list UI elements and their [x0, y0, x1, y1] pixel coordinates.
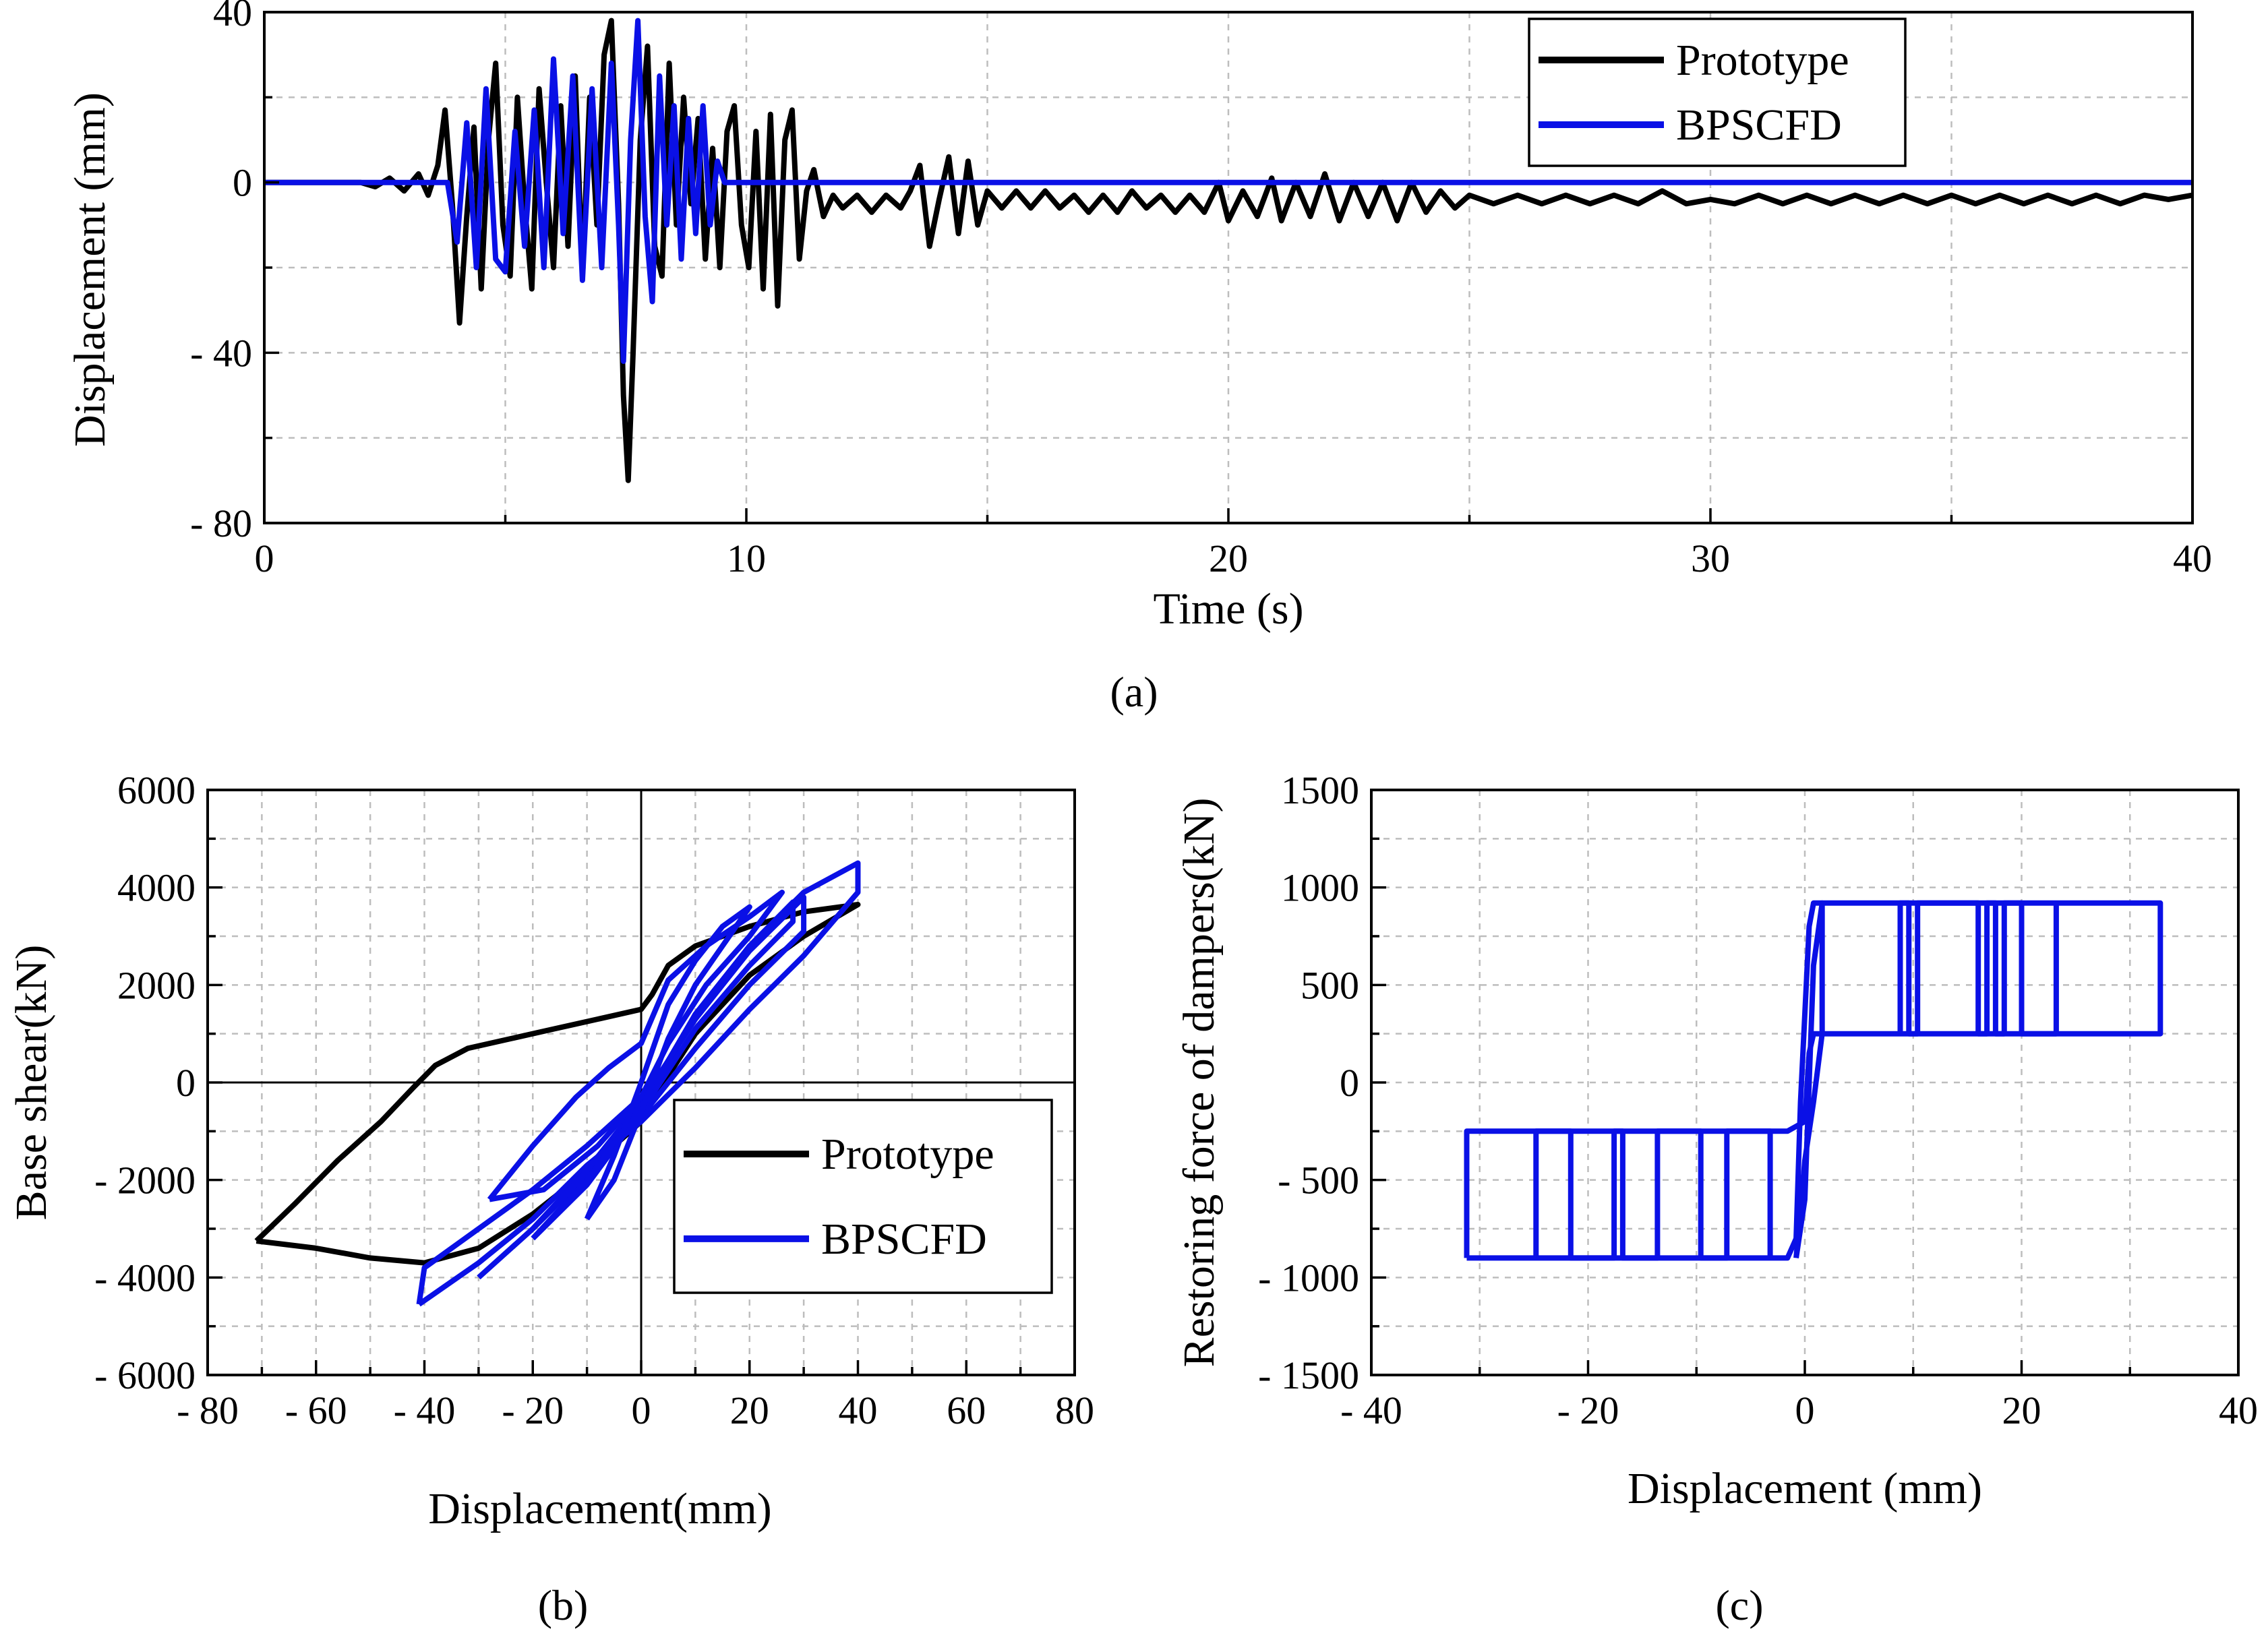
- x-tick-label: 40: [839, 1388, 878, 1432]
- y-tick-label: 1500: [1281, 768, 1359, 812]
- y-tick-label: 0: [1340, 1061, 1359, 1105]
- x-tick-label: - 40: [1340, 1388, 1402, 1432]
- panel-b-ticks: - 80 - 60 - 40 - 20 0 20 40 60 80 6000 4000 2000 0 - …: [94, 768, 1094, 1432]
- panel-a: 0 10 20 30 40 40 0 - 40 - 80 Displacement (mm) T…: [65, 0, 2212, 716]
- panel-c-ticks: - 40 - 20 0 20 40 1500 1000 500 0 - 500 - 1000 - 15…: [1258, 768, 2258, 1432]
- panel-c: - 40 - 20 0 20 40 1500 1000 500 0 - 500 - 1000 - 15…: [1174, 768, 2258, 1629]
- panel-b: - 80 - 60 - 40 - 20 0 20 40 60 80 6000 4000 2000 0 - …: [7, 768, 1094, 1629]
- panel-b-legend: Prototype BPSCFD: [673, 1099, 1053, 1294]
- panel-b-x-axis-label: Displacement(mm): [428, 1484, 772, 1533]
- y-tick-label: - 2000: [94, 1159, 196, 1202]
- series-line-bpscfd: [584, 904, 752, 1221]
- y-tick-label: 1000: [1281, 866, 1359, 910]
- x-tick-label: 20: [730, 1388, 769, 1432]
- series-line-bpscfd: [1533, 1128, 1773, 1261]
- x-tick-label: 20: [2002, 1388, 2041, 1432]
- series-line-bpscfd: [1464, 900, 2163, 1261]
- y-tick-label: 500: [1301, 963, 1359, 1007]
- x-tick-label: 10: [727, 537, 766, 580]
- y-tick-label: - 500: [1278, 1159, 1359, 1202]
- series-line-bpscfd: [487, 889, 785, 1202]
- y-tick-label: 0: [233, 161, 252, 205]
- panel-b-y-axis-label: Base shear(kN): [7, 945, 56, 1221]
- series-line-bpscfd: [264, 18, 2192, 364]
- panel-b-series: [254, 860, 861, 1307]
- series-line-bpscfd: [1897, 900, 2059, 1037]
- panel-c-caption: (c): [1715, 1581, 1763, 1629]
- series-line-prototype: [264, 18, 2193, 483]
- y-tick-label: 40: [213, 0, 252, 34]
- panel-a-legend-label-prototype: Prototype: [1676, 36, 1849, 85]
- y-tick-label: 6000: [117, 768, 196, 812]
- panel-a-ticks: 0 10 20 30 40 40 0 - 40 - 80: [190, 0, 2212, 580]
- y-tick-label: - 6000: [94, 1353, 196, 1397]
- y-tick-label: 0: [176, 1061, 196, 1105]
- x-tick-label: - 20: [502, 1388, 564, 1432]
- panel-a-caption: (a): [1110, 668, 1158, 716]
- y-tick-label: - 40: [190, 331, 252, 375]
- series-line-bpscfd: [531, 899, 796, 1241]
- panel-b-legend-label-prototype: Prototype: [821, 1130, 994, 1179]
- x-tick-label: 0: [255, 537, 274, 580]
- x-tick-label: 40: [2219, 1388, 2258, 1432]
- panel-c-grid: [1371, 790, 2238, 1375]
- y-tick-label: - 4000: [94, 1256, 196, 1300]
- panel-a-legend: Prototype BPSCFD: [1528, 18, 1907, 167]
- y-tick-label: - 1500: [1258, 1353, 1359, 1397]
- x-tick-label: 0: [632, 1388, 651, 1432]
- x-tick-label: 20: [1209, 537, 1248, 580]
- panel-a-legend-box: [1528, 18, 1907, 167]
- panel-a-legend-label-bpscfd: BPSCFD: [1676, 100, 1842, 150]
- panel-b-legend-box: [673, 1099, 1053, 1294]
- panel-a-y-axis-label: Displacement (mm): [65, 92, 115, 447]
- y-tick-label: 2000: [117, 963, 196, 1007]
- y-tick-label: - 1000: [1258, 1256, 1359, 1300]
- panel-c-x-axis-label: Displacement (mm): [1628, 1464, 1982, 1513]
- y-tick-label: - 80: [190, 501, 252, 545]
- series-line-bpscfd: [1793, 900, 1825, 1258]
- y-tick-label: 4000: [117, 866, 196, 910]
- x-tick-label: - 80: [177, 1388, 239, 1432]
- panel-c-y-axis-label: Restoring force of dampers(kN): [1174, 798, 1224, 1368]
- x-tick-label: 60: [947, 1388, 986, 1432]
- panel-a-x-axis-label: Time (s): [1153, 584, 1303, 634]
- x-tick-label: 40: [2173, 537, 2212, 580]
- panel-a-series: [264, 18, 2193, 483]
- panel-c-series: [1464, 900, 2163, 1261]
- x-tick-label: - 60: [285, 1388, 347, 1432]
- x-tick-label: 0: [1795, 1388, 1815, 1432]
- panel-b-caption: (b): [538, 1581, 589, 1629]
- x-tick-label: 30: [1691, 537, 1730, 580]
- panel-b-legend-label-bpscfd: BPSCFD: [821, 1215, 987, 1264]
- x-tick-label: - 40: [394, 1388, 456, 1432]
- x-tick-label: - 20: [1557, 1388, 1619, 1432]
- x-tick-label: 80: [1055, 1388, 1094, 1432]
